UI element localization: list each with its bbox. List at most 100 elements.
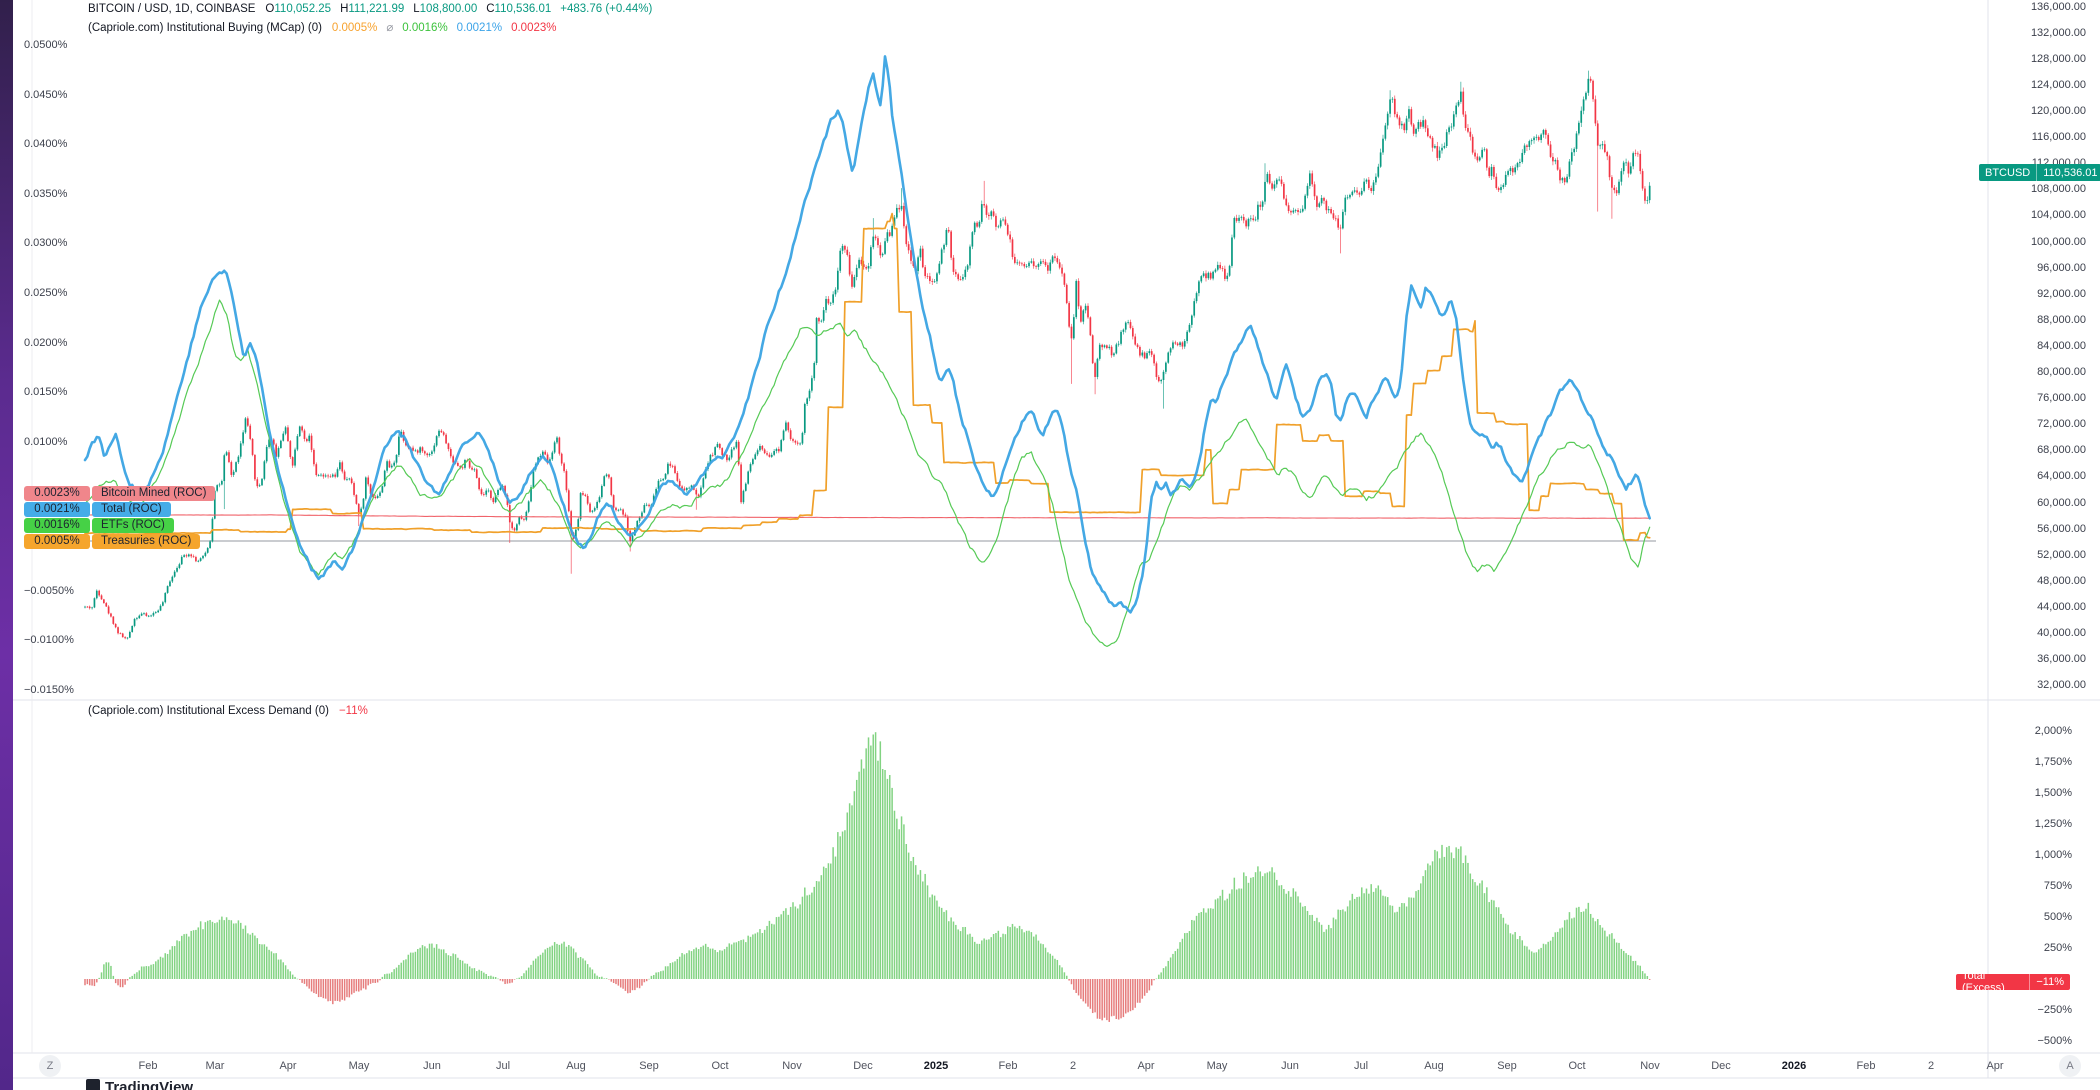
- right-axis-tick: 120,000.00: [2030, 105, 2086, 118]
- time-axis-label: 2: [1069, 1060, 1077, 1072]
- pane2-axis-tick: 750%: [2043, 880, 2072, 892]
- right-axis-tick: 52,000.00: [2037, 548, 2086, 561]
- right-axis-tick: 84,000.00: [2037, 339, 2086, 352]
- time-axis-label: Apr: [279, 1060, 297, 1072]
- right-axis-tick: 64,000.00: [2037, 470, 2086, 483]
- time-axis-label: Apr: [1137, 1060, 1155, 1072]
- right-axis-tick: 124,000.00: [2030, 78, 2086, 91]
- right-axis-tick: 44,000.00: [2037, 600, 2086, 613]
- left-axis-tick: −0.0050%: [24, 584, 74, 597]
- time-axis-label: May: [1206, 1060, 1228, 1072]
- left-axis-tick: 0.0400%: [24, 138, 68, 151]
- right-axis-tick: 68,000.00: [2037, 444, 2086, 457]
- right-axis-tick: 40,000.00: [2037, 627, 2086, 640]
- left-axis-tick: 0.0150%: [24, 386, 68, 399]
- legend-value: 0.0021%: [24, 502, 90, 517]
- time-axis-label: 2: [1927, 1060, 1935, 1072]
- pane2-axis-tick: −500%: [2037, 1035, 2072, 1047]
- right-axis-tick: 100,000.00: [2030, 235, 2086, 248]
- pane2-title: (Capriole.com) Institutional Excess Dema…: [88, 705, 368, 717]
- indicator-header: (Capriole.com) Institutional Buying (MCa…: [88, 20, 565, 34]
- tradingview-logo[interactable]: TradingView: [86, 1079, 193, 1090]
- legend-row-bitcoin-mined-roc-[interactable]: 0.0023% Bitcoin Mined (ROC): [24, 486, 216, 501]
- right-axis-tick: 36,000.00: [2037, 653, 2086, 666]
- left-axis-tick: 0.0250%: [24, 287, 68, 299]
- time-axis-label: Oct: [711, 1060, 729, 1072]
- last-price-value: 110,536.01: [2043, 166, 2098, 179]
- pane2-axis-tick: 500%: [2043, 911, 2072, 923]
- right-axis-tick: 32,000.00: [2037, 679, 2086, 692]
- legend-value: 0.0005%: [24, 534, 90, 549]
- time-axis-label: Sep: [639, 1060, 659, 1072]
- right-axis-tick: 116,000.00: [2031, 131, 2086, 144]
- time-axis-label: Aug: [1424, 1060, 1444, 1072]
- time-axis-label: Jul: [495, 1060, 511, 1072]
- right-axis-tick: 132,000.00: [2030, 26, 2086, 39]
- time-axis-label: Feb: [138, 1060, 158, 1072]
- time-axis-label: Jun: [423, 1060, 441, 1072]
- pane2-axis-tick: 1,000%: [2034, 849, 2072, 861]
- autoscale-button[interactable]: A: [2059, 1055, 2081, 1077]
- pane2-title-text[interactable]: (Capriole.com) Institutional Excess Dema…: [88, 705, 329, 717]
- time-axis-label: Apr: [1986, 1060, 2004, 1072]
- left-axis-tick: 0.0200%: [24, 336, 68, 349]
- ohlc-token: O110,052.25: [265, 3, 332, 15]
- right-axis-tick: 72,000.00: [2037, 418, 2086, 431]
- ohlc-token: L108,800.00: [413, 3, 478, 15]
- legend-row-treasuries-roc-[interactable]: 0.0005% Treasuries (ROC): [24, 534, 201, 549]
- window-edge-strip: [0, 0, 13, 1090]
- right-axis-tick: 48,000.00: [2037, 574, 2086, 587]
- left-axis-tick: 0.0300%: [24, 237, 68, 250]
- ohlc-token: +483.76 (+0.44%): [560, 3, 653, 15]
- legend-label: Treasuries (ROC): [92, 534, 201, 549]
- indicator-value: ⌀: [386, 22, 394, 34]
- left-axis-tick: 0.0100%: [24, 435, 68, 448]
- left-axis-tick: −0.0100%: [24, 634, 74, 647]
- time-axis-label: 2025: [923, 1060, 949, 1072]
- left-axis-tick: −0.0150%: [24, 683, 74, 696]
- left-axis-tick: 0.0350%: [24, 187, 68, 200]
- pane2-value: −11%: [338, 705, 368, 717]
- left-axis-tick: 0.0450%: [24, 88, 68, 101]
- right-axis-tick: 80,000.00: [2037, 366, 2086, 379]
- legend-label: ETFs (ROC): [92, 518, 174, 533]
- symbol-title[interactable]: BITCOIN / USD, 1D, COINBASE: [88, 3, 256, 15]
- time-axis-label: Jul: [1353, 1060, 1369, 1072]
- pane2-axis-tick: 1,750%: [2034, 756, 2072, 768]
- right-axis-tick: 88,000.00: [2037, 313, 2086, 326]
- legend-value: 0.0023%: [24, 486, 90, 501]
- tradingview-wordmark: TradingView: [105, 1079, 194, 1090]
- time-axis-label: Feb: [1856, 1060, 1876, 1072]
- legend-label: Total (ROC): [92, 502, 171, 517]
- pane2-axis-tick: 250%: [2043, 942, 2072, 954]
- right-axis-tick: 56,000.00: [2037, 522, 2086, 535]
- pane2-axis-tick: −250%: [2037, 1004, 2072, 1016]
- pane2-axis-tick: 1,500%: [2034, 787, 2072, 799]
- ohlc-token: H111,221.99: [340, 3, 405, 15]
- legend-row-etfs-roc-[interactable]: 0.0016% ETFs (ROC): [24, 518, 174, 533]
- time-axis-label: Jun: [1281, 1060, 1299, 1072]
- excess-label-name: Total (Excess): [1956, 974, 2031, 990]
- indicator-title[interactable]: (Capriole.com) Institutional Buying (MCa…: [88, 22, 322, 34]
- right-axis-tick: 128,000.00: [2030, 52, 2086, 65]
- time-axis-label: Nov: [782, 1060, 802, 1072]
- indicator-value: 0.0021%: [456, 22, 503, 34]
- right-axis-tick: 136,000.00: [2030, 0, 2086, 13]
- right-axis-tick: 76,000.00: [2037, 392, 2086, 405]
- time-axis-label: 2026: [1781, 1060, 1807, 1072]
- indicator-value: 0.0016%: [402, 22, 448, 34]
- time-axis-label: Sep: [1497, 1060, 1517, 1072]
- indicator-value: 0.0023%: [511, 22, 557, 34]
- excess-label-value: −11%: [2036, 976, 2064, 988]
- pane2-axis-tick: 1,250%: [2034, 818, 2072, 830]
- time-axis-label: Dec: [853, 1060, 873, 1072]
- autoscale-button-label: A: [2066, 1060, 2074, 1072]
- legend-row-total-roc-[interactable]: 0.0021% Total (ROC): [24, 502, 171, 517]
- indicator-value: 0.0005%: [331, 22, 378, 34]
- timezone-button[interactable]: Z: [39, 1055, 61, 1077]
- time-axis-label: Oct: [1568, 1060, 1586, 1072]
- time-axis-label: Mar: [205, 1060, 225, 1072]
- right-axis-tick: 60,000.00: [2037, 496, 2086, 509]
